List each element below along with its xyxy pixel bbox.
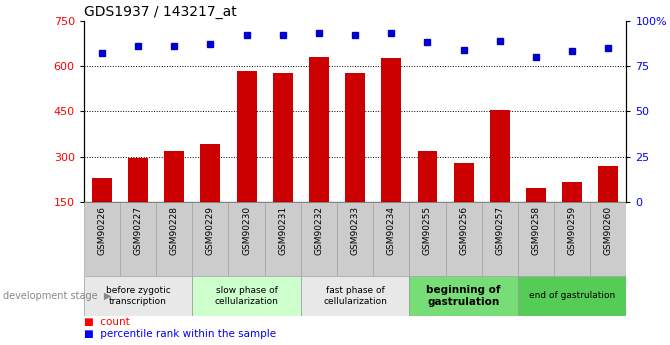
Text: GSM90230: GSM90230 [242,206,251,255]
Bar [301,202,337,276]
Text: development stage  ▶: development stage ▶ [3,291,112,301]
Text: GSM90258: GSM90258 [531,206,541,255]
Bar [518,202,554,276]
Bar [228,202,265,276]
Text: GSM90229: GSM90229 [206,206,215,255]
Text: GSM90255: GSM90255 [423,206,432,255]
Text: GSM90233: GSM90233 [350,206,360,255]
Bar [409,202,446,276]
Bar [446,202,482,276]
Text: GSM90257: GSM90257 [495,206,505,255]
Bar [92,178,112,247]
Bar [309,57,329,247]
Text: fast phase of
cellularization: fast phase of cellularization [323,286,387,306]
Text: GSM90232: GSM90232 [314,206,324,255]
Bar [192,276,301,316]
Bar [273,72,293,247]
Bar [381,58,401,247]
Bar [482,202,518,276]
Bar [128,158,148,247]
Bar [417,150,438,247]
Text: GSM90256: GSM90256 [459,206,468,255]
Bar [192,202,228,276]
Text: GSM90234: GSM90234 [387,206,396,255]
Text: GSM90227: GSM90227 [133,206,143,255]
Text: ■  percentile rank within the sample: ■ percentile rank within the sample [84,329,276,339]
Bar [518,276,626,316]
Text: GSM90228: GSM90228 [170,206,179,255]
Bar [156,202,192,276]
Text: GDS1937 / 143217_at: GDS1937 / 143217_at [84,5,237,19]
Bar [345,72,365,247]
Bar [237,70,257,247]
Bar [562,182,582,247]
Bar [490,110,510,247]
Bar [120,202,156,276]
Bar [409,276,518,316]
Text: GSM90259: GSM90259 [567,206,577,255]
Text: GSM90231: GSM90231 [278,206,287,255]
Bar [554,202,590,276]
Bar [337,202,373,276]
Text: slow phase of
cellularization: slow phase of cellularization [214,286,279,306]
Text: GSM90226: GSM90226 [97,206,107,255]
Bar [598,166,618,247]
Bar [84,202,120,276]
Bar [164,150,184,247]
Text: end of gastrulation: end of gastrulation [529,291,615,300]
Text: GSM90260: GSM90260 [604,206,613,255]
Bar [301,276,409,316]
Bar [265,202,301,276]
Bar [590,202,626,276]
Bar [454,162,474,247]
Bar [373,202,409,276]
Text: before zygotic
transcription: before zygotic transcription [106,286,170,306]
Bar [526,188,546,247]
Text: beginning of
gastrulation: beginning of gastrulation [426,285,501,307]
Bar [200,145,220,247]
Text: ■  count: ■ count [84,317,129,327]
Bar [84,276,192,316]
